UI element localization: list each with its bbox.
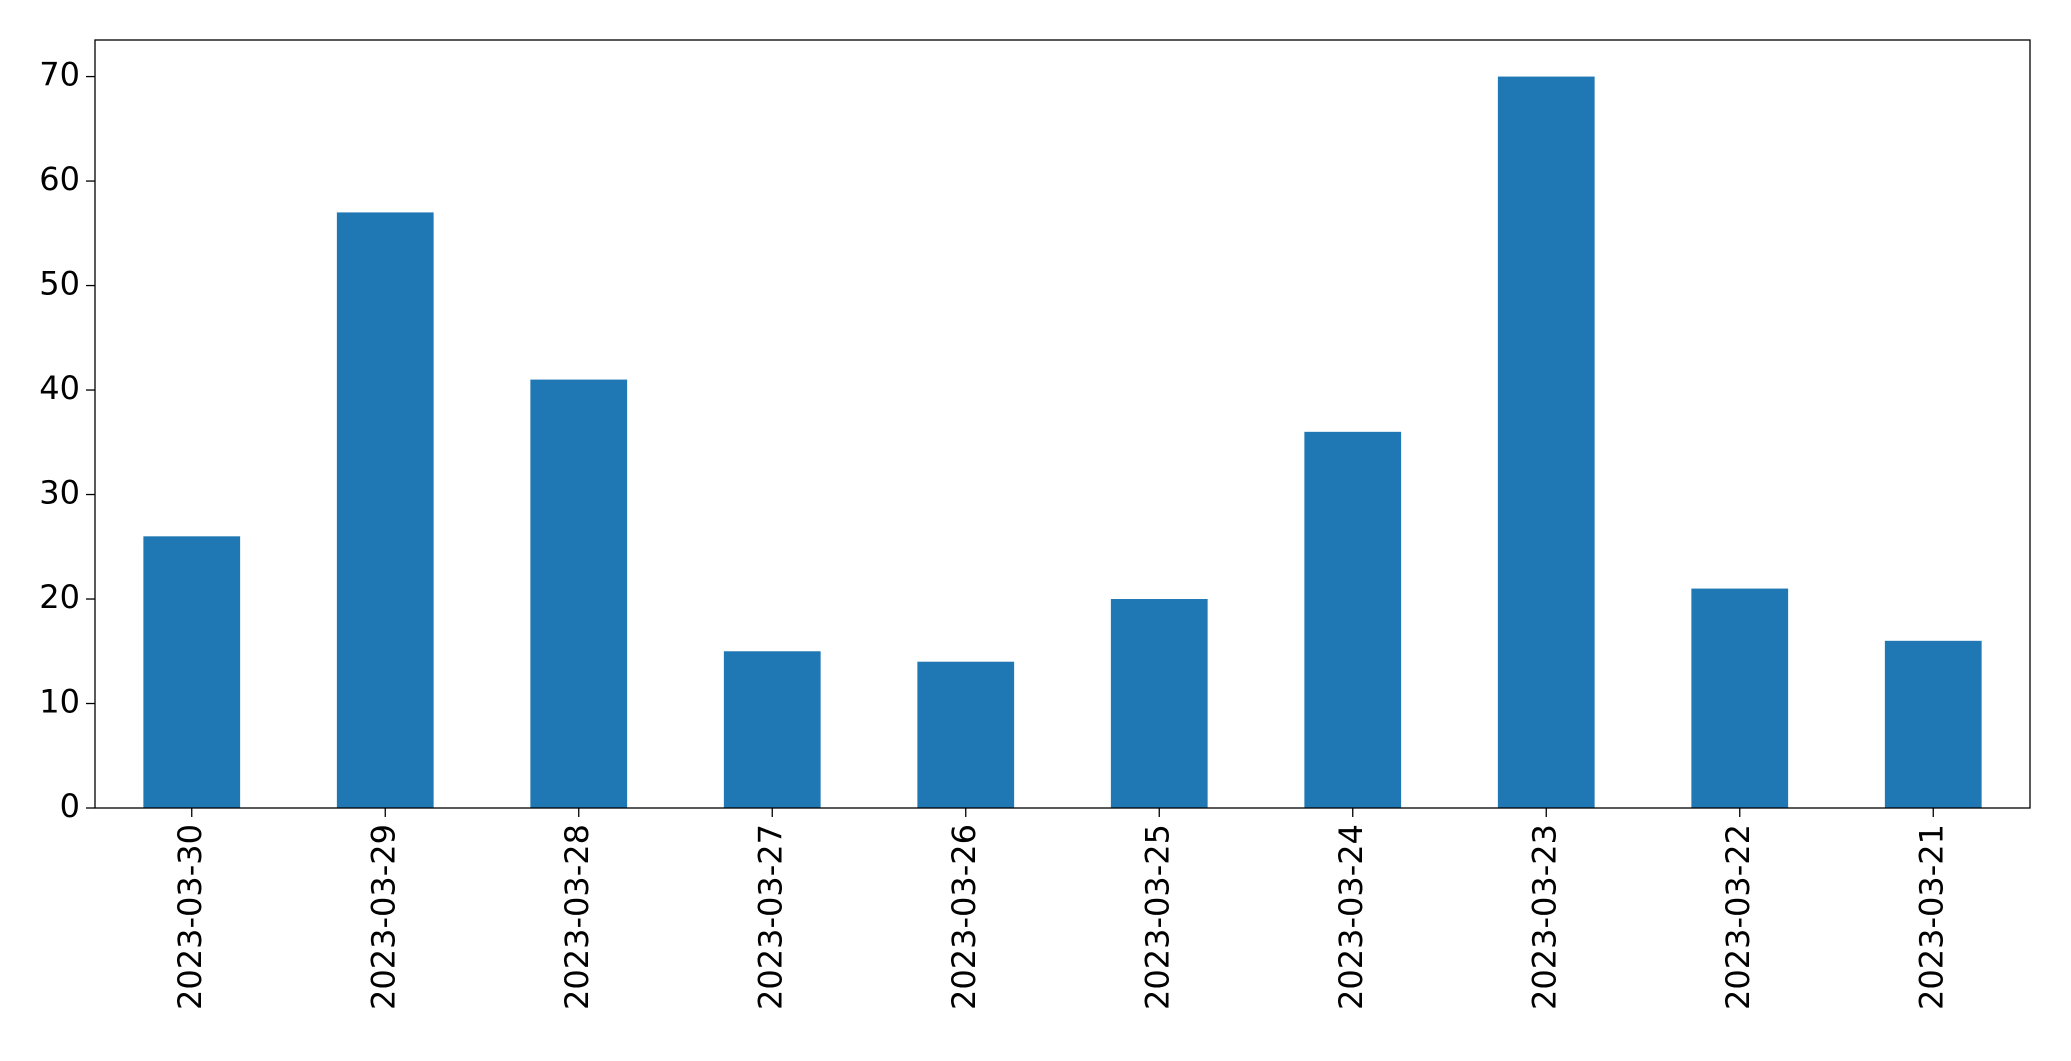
- y-tick-label: 50: [39, 265, 80, 303]
- x-tick-label: 2023-03-30: [171, 824, 209, 1010]
- y-tick-label: 40: [39, 369, 80, 407]
- y-tick-label: 70: [39, 56, 80, 94]
- bar: [1691, 588, 1789, 808]
- bar: [723, 651, 821, 808]
- y-tick-label: 10: [39, 683, 80, 721]
- y-tick-label: 30: [39, 474, 80, 512]
- bar: [1884, 640, 1982, 808]
- x-tick-label: 2023-03-28: [558, 824, 596, 1010]
- x-tick-label: 2023-03-22: [1719, 824, 1757, 1010]
- x-tick-label: 2023-03-26: [945, 824, 983, 1010]
- x-tick-label: 2023-03-21: [1912, 824, 1950, 1010]
- y-tick-label: 60: [39, 160, 80, 198]
- bar: [917, 661, 1015, 808]
- bar: [143, 536, 241, 808]
- bar: [1110, 599, 1208, 808]
- y-tick-label: 0: [60, 787, 80, 825]
- bar: [1304, 431, 1402, 808]
- y-tick-label: 20: [39, 578, 80, 616]
- x-tick-label: 2023-03-25: [1138, 824, 1176, 1010]
- x-tick-label: 2023-03-24: [1332, 824, 1370, 1010]
- x-tick-label: 2023-03-27: [751, 824, 789, 1010]
- bar: [530, 379, 628, 808]
- plot-frame: [94, 39, 2031, 809]
- x-tick-label: 2023-03-23: [1525, 824, 1563, 1010]
- bar: [336, 212, 434, 809]
- bar: [1497, 76, 1595, 809]
- x-tick-label: 2023-03-29: [364, 824, 402, 1010]
